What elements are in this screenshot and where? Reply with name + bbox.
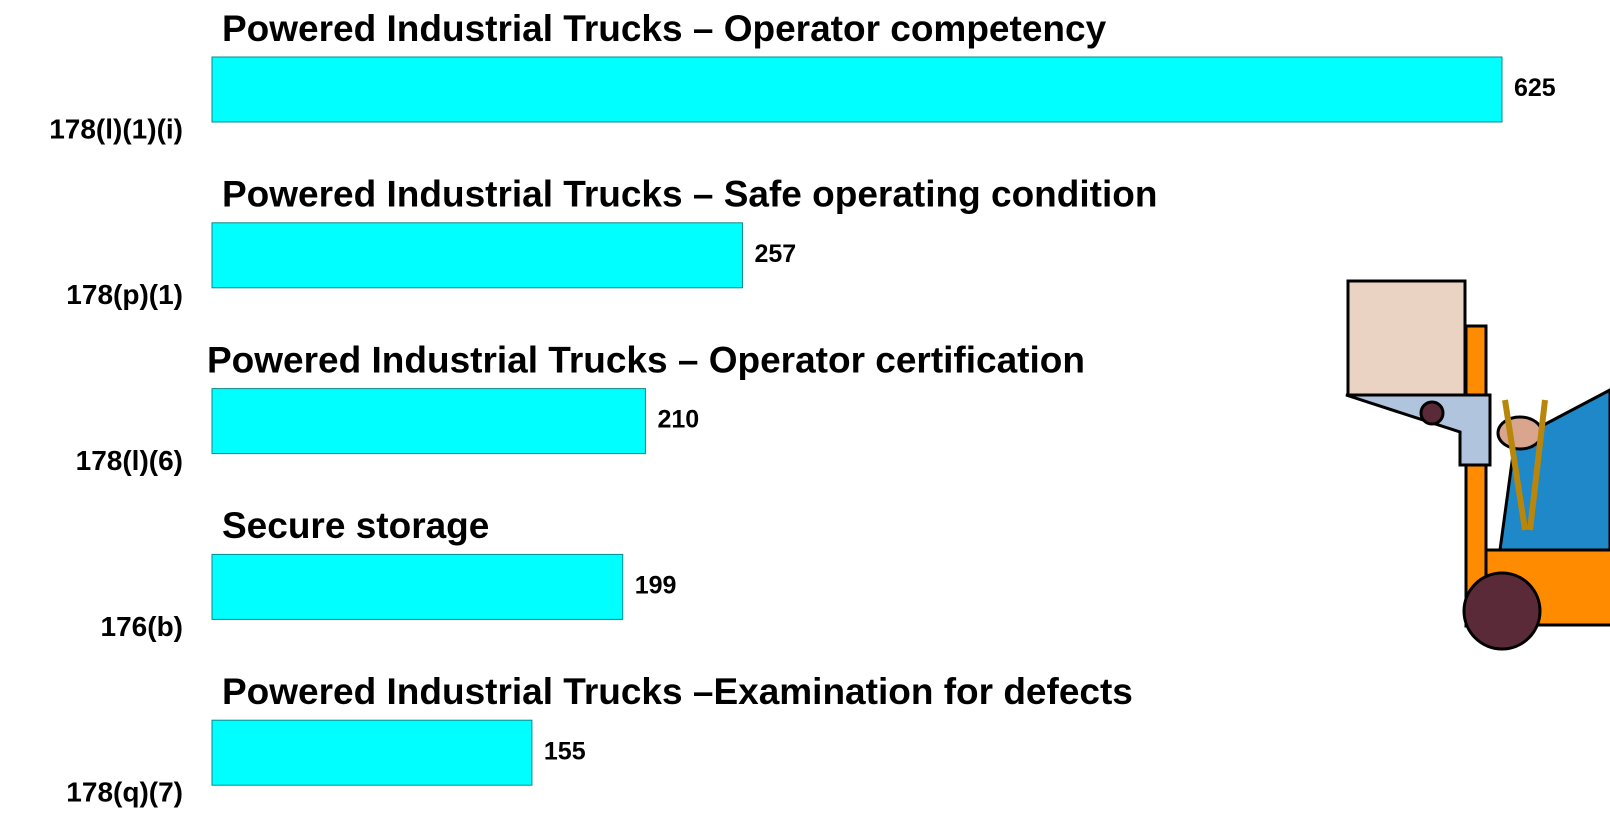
value-label: 210 xyxy=(657,406,699,434)
bar-description: Powered Industrial Trucks – Operator cer… xyxy=(207,339,1085,380)
bar-description: Powered Industrial Trucks – Safe operati… xyxy=(222,174,1157,215)
bar-description: Powered Industrial Trucks – Operator com… xyxy=(222,8,1107,49)
category-label: 178(l)(1)(i) xyxy=(49,113,183,144)
category-label: 178(q)(7) xyxy=(66,777,183,808)
bar xyxy=(211,222,743,289)
category-label: 178(p)(1) xyxy=(66,279,183,310)
bar-description: Powered Industrial Trucks –Examination f… xyxy=(222,671,1133,712)
bar xyxy=(211,553,624,620)
bar-description: Secure storage xyxy=(222,505,489,546)
category-label: 176(b) xyxy=(101,611,183,642)
value-label: 155 xyxy=(544,737,586,765)
bar xyxy=(211,56,1503,123)
bar xyxy=(211,388,646,455)
forklift-illustration xyxy=(1345,279,1610,651)
category-label: 178(l)(6) xyxy=(76,445,183,476)
value-label: 257 xyxy=(754,240,796,268)
value-label: 199 xyxy=(635,572,677,600)
bar xyxy=(211,719,533,786)
value-label: 625 xyxy=(1514,74,1556,102)
